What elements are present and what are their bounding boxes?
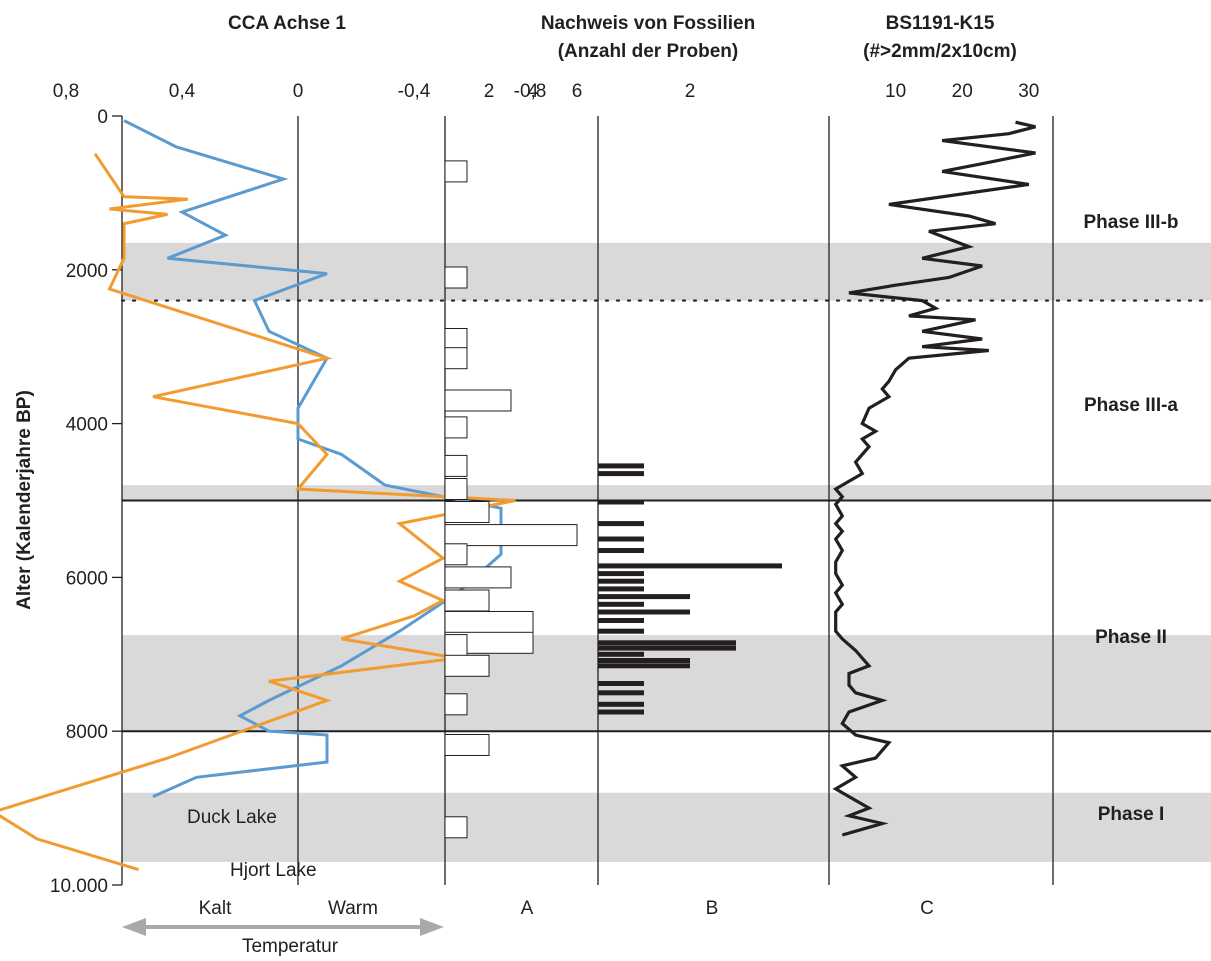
panel-b-tick-label: 2 — [685, 81, 696, 102]
fossil-count-bar — [444, 816, 468, 839]
panel-c-tick-label: 20 — [952, 81, 973, 102]
sample-count-bar — [598, 463, 644, 469]
fossil-title-line1: Nachweis von Fossilien — [541, 13, 755, 34]
fossil-count-bar — [444, 524, 578, 547]
fossil-count-bar — [444, 501, 490, 523]
sample-count-bar — [598, 578, 644, 584]
fossil-count-bar — [444, 734, 490, 756]
shaded-bands — [122, 242, 1211, 862]
fossil-count-bar — [444, 589, 490, 612]
panel-a-tick-label: 2 — [484, 81, 495, 102]
cca-tick-label: 0,8 — [53, 81, 79, 102]
fossil-count-bar — [444, 454, 468, 477]
y-tick-label: 8000 — [66, 722, 108, 743]
fossil-count-bar — [444, 611, 534, 633]
sample-count-bar — [598, 681, 644, 686]
sample-count-bar — [598, 618, 644, 623]
fossil-count-bar — [444, 693, 468, 716]
tick-labels: 0 2000 4000 6000 8000 10.000 0,8 0,4 0 -0,4 -0,8 2 4… — [50, 81, 1039, 897]
cca-tick-label: 0 — [293, 81, 304, 102]
cca-tick-label: 0,4 — [169, 81, 196, 102]
cca-title: CCA Achse 1 — [228, 13, 346, 34]
sample-count-bar — [598, 658, 690, 663]
label-kalt: Kalt — [199, 898, 232, 919]
label-panel-c: C — [920, 898, 934, 919]
phase-label-ii: Phase II — [1095, 627, 1167, 648]
phase-label-i: Phase I — [1098, 804, 1165, 825]
series-label-duck-lake: Duck Lake — [187, 807, 277, 828]
fossil-count-bar — [444, 389, 512, 412]
sample-count-bar — [598, 640, 736, 646]
panel-c-line — [832, 120, 1036, 837]
label-temperatur: Temperatur — [242, 936, 339, 957]
sample-count-bar — [598, 651, 644, 657]
core-title-line1: BS1191-K15 — [886, 13, 995, 34]
sample-count-bar — [598, 628, 644, 634]
y-tick-label: 6000 — [66, 568, 108, 589]
sample-count-bar — [598, 471, 644, 477]
panel-frame — [120, 116, 1211, 885]
panel-a-tick-label: 4 — [528, 81, 539, 102]
fossil-count-bar — [444, 416, 468, 439]
sample-count-bar — [598, 563, 782, 569]
y-tick-label: 10.000 — [50, 876, 108, 897]
fossil-count-bar — [444, 266, 468, 289]
fossil-count-bar — [444, 328, 468, 350]
fossil-count-bar — [444, 634, 468, 657]
y-tick-label: 2000 — [66, 261, 108, 282]
sample-count-bar — [598, 586, 644, 592]
cca-series-line — [0, 152, 516, 872]
core-count-line — [832, 120, 1036, 837]
panel-c-tick-label: 30 — [1018, 81, 1039, 102]
phase-label-iii-b: Phase III-b — [1083, 212, 1178, 233]
label-warm: Warm — [328, 898, 378, 919]
phase-label-iii-a: Phase III-a — [1084, 395, 1178, 416]
sample-count-bar — [598, 521, 644, 527]
sample-count-bar — [598, 499, 644, 505]
panel-a-bars — [444, 160, 578, 839]
label-panel-a: A — [521, 898, 534, 919]
panel-c-tick-label: 10 — [885, 81, 906, 102]
cca-tick-label: -0,4 — [398, 81, 431, 102]
sample-count-bar — [598, 536, 644, 542]
sample-count-bar — [598, 701, 644, 707]
fossil-title-line2: (Anzahl der Proben) — [558, 41, 739, 62]
cca-tick-label: -0,8 — [514, 81, 547, 102]
sample-count-bar — [598, 690, 644, 696]
sample-count-bar — [598, 601, 644, 607]
sample-count-bar — [598, 709, 644, 715]
fossil-count-bar — [444, 160, 468, 183]
y-axis-title: Alter (Kalenderjahre BP) — [14, 390, 35, 610]
sample-count-bar — [598, 645, 736, 651]
shaded-band — [122, 485, 1211, 501]
shaded-band — [122, 792, 1211, 862]
cca-lines — [0, 119, 516, 872]
fossil-count-bar — [444, 478, 468, 500]
sample-count-bar — [598, 571, 644, 577]
fossil-count-bar — [444, 566, 512, 589]
y-tick-label: 0 — [97, 107, 108, 128]
sample-count-bar — [598, 594, 690, 600]
core-title-line2: (#>2mm/2x10cm) — [863, 41, 1017, 62]
fossil-count-bar — [444, 543, 468, 566]
temperature-arrow — [122, 918, 444, 936]
fossil-count-bar — [444, 347, 468, 370]
sample-count-bar — [598, 548, 644, 553]
panel-b-bars — [598, 463, 782, 715]
sample-count-bar — [598, 609, 690, 615]
label-panel-b: B — [706, 898, 719, 919]
cca-series-line — [123, 119, 503, 798]
panel-a-tick-label: 6 — [572, 81, 583, 102]
series-label-hjort-lake: Hjort Lake — [230, 860, 317, 881]
sample-count-bar — [598, 663, 690, 669]
y-tick-label: 4000 — [66, 415, 108, 436]
shaded-band — [122, 242, 1211, 301]
fossil-count-bar — [444, 654, 490, 677]
